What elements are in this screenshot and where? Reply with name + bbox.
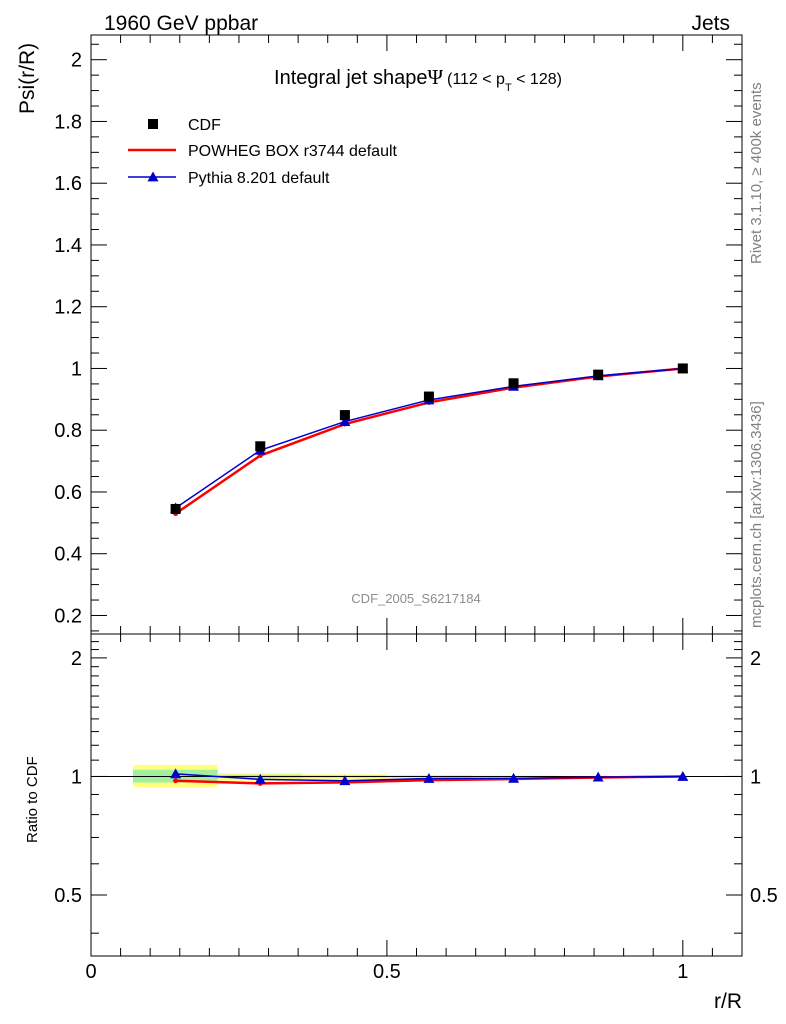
pythia-line [175, 367, 683, 509]
cdf-marker [508, 378, 519, 389]
header-left-label: 1960 GeV ppbar [104, 12, 258, 35]
ratio-y-tick-label-left: 2 [71, 648, 82, 670]
title-range-close: < 128) [512, 71, 562, 88]
analysis-watermark: CDF_2005_S6217184 [351, 591, 480, 606]
legend-label-1: POWHEG BOX r3744 default [188, 143, 398, 160]
title-range-open: (112 < p [447, 71, 505, 88]
title-range-sub: T [505, 82, 512, 94]
ratio-pythia-marker [170, 768, 182, 779]
main-y-tick-label: 1.8 [54, 111, 82, 133]
x-tick-label: 0.5 [373, 961, 401, 983]
x-tick-label: 0 [85, 961, 96, 983]
main-y-tick-label: 0.8 [54, 420, 82, 442]
ratio-y-tick-label-left: 0.5 [54, 885, 82, 907]
main-y-tick-label: 1.4 [54, 235, 82, 257]
legend-label-0: CDF [188, 117, 221, 134]
axes-layer: 0 0.5 1 0.2 0.4 0.6 0.8 1 1.2 1.4 1.6 1.8 2 0.5 0.5 1 1 2… [54, 34, 778, 983]
main-y-axis-label: Psi(r/R) [16, 43, 39, 114]
ratio-y-tick-label-left: 1 [71, 766, 82, 788]
series-layer [170, 362, 689, 786]
ratio-y-tick-label-right: 1 [750, 766, 761, 788]
title-main: Integral jet shape [274, 67, 427, 89]
cdf-marker [170, 503, 181, 514]
main-y-tick-label: 1.2 [54, 297, 82, 319]
main-y-tick-label: 1 [71, 358, 82, 380]
pythia-marker [339, 416, 351, 426]
main-y-tick-label: 0.2 [54, 605, 82, 627]
cdf-marker [677, 363, 688, 374]
legend-pythia-marker [147, 171, 159, 182]
ratio-pythia-marker [677, 770, 689, 781]
cdf-marker [593, 369, 604, 380]
legend-cdf-marker [148, 119, 158, 129]
main-title: Integral jet shapeΨ (112 < pT < 128) [274, 65, 562, 94]
main-y-tick-label: 0.4 [54, 544, 82, 566]
ratio-y-tick-label-right: 2 [750, 648, 761, 670]
ratio-pythia-marker [423, 773, 435, 783]
main-y-tick-label: 2 [71, 50, 82, 72]
x-axis-label: r/R [714, 990, 742, 1013]
ratio-y-tick-label-right: 0.5 [750, 885, 778, 907]
main-y-tick-label: 0.6 [54, 482, 82, 504]
rivet-version-label: Rivet 3.1.10, ≥ 400k events [748, 82, 765, 264]
legend: CDF POWHEG BOX r3744 default Pythia 8.201 … [128, 117, 398, 187]
ratio-pythia-marker [592, 771, 604, 782]
x-tick-label: 1 [677, 961, 688, 983]
header-right-label: Jets [691, 12, 730, 35]
cdf-marker [255, 441, 266, 452]
mcplots-label: mcplots.cern.ch [arXiv:1306.3436] [748, 401, 765, 628]
ratio-pythia-marker [339, 775, 351, 786]
ratio-plot-frame [90, 633, 743, 957]
ratio-y-axis-label: Ratio to CDF [24, 756, 41, 843]
cdf-marker [339, 410, 350, 421]
legend-label-2: Pythia 8.201 default [188, 170, 330, 187]
ratio-powheg-point [173, 778, 179, 784]
powheg-line [174, 367, 683, 515]
ratio-pythia-marker [508, 772, 520, 783]
main-y-tick-label: 1.6 [54, 173, 82, 195]
title-symbol: Ψ [427, 65, 443, 89]
cdf-marker [423, 391, 434, 402]
ratio-pythia-marker [254, 773, 266, 784]
